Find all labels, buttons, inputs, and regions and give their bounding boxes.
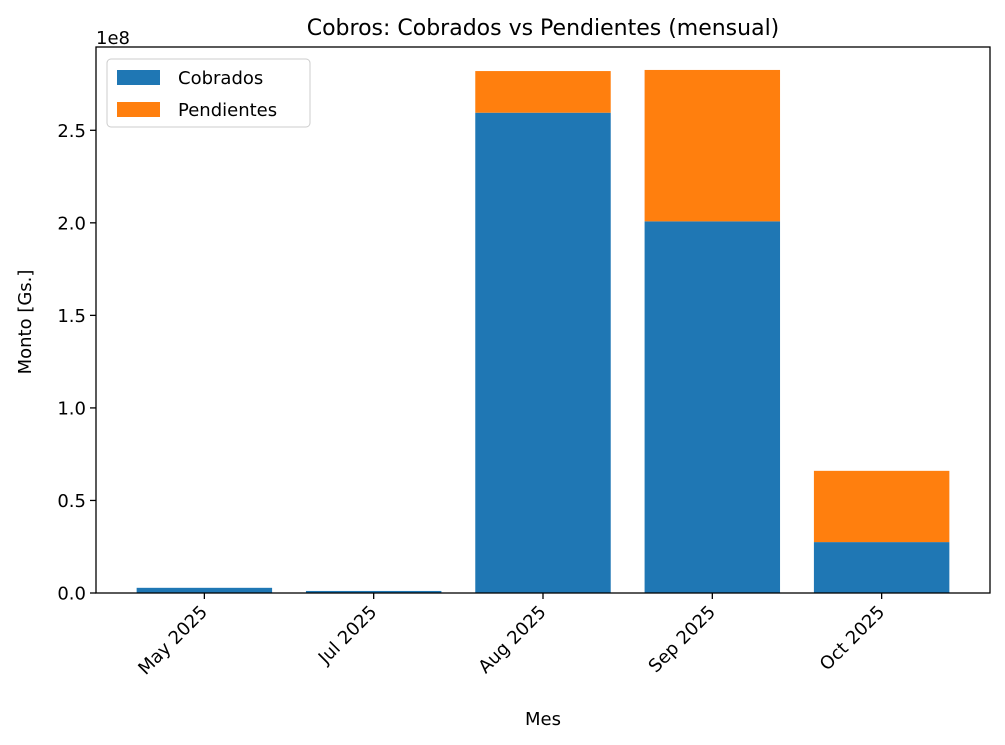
x-tick-label: Jul 2025 [314,602,381,669]
bar-cobrados-jul-2025 [305,590,442,593]
bar-cobrados-oct-2025 [813,542,950,593]
bar-pendientes-oct-2025 [813,470,950,543]
x-tick-label: May 2025 [134,602,212,680]
y-tick-label: 2.5 [57,121,86,142]
legend: Cobrados Pendientes [106,58,311,128]
bar-cobrados-aug-2025 [475,112,611,594]
y-axis-label: Monto [Gs.] [15,270,36,375]
bar-pendientes-sep-2025 [644,69,781,222]
bars-layer [136,69,950,594]
bar-cobrados-may-2025 [136,587,273,593]
legend-swatch-pendientes [117,102,160,117]
legend-label-pendientes: Pendientes [178,100,277,121]
y-tick-label: 0.5 [57,491,86,512]
y-tick-label: 0.0 [57,584,86,605]
y-tick-label: 2.0 [57,213,86,234]
legend-label-cobrados: Cobrados [178,68,263,89]
x-axis-label: Mes [525,709,561,730]
y-tick-label: 1.0 [57,398,86,419]
x-tick-label: Oct 2025 [816,602,889,675]
legend-swatch-cobrados [117,70,160,85]
bar-cobrados-sep-2025 [644,221,781,593]
chart-title: Cobros: Cobrados vs Pendientes (mensual) [307,16,780,41]
x-tick-label: Aug 2025 [474,602,550,678]
bar-pendientes-aug-2025 [475,71,611,113]
y-tick-label: 1.5 [57,306,86,327]
y-axis-offset-text: 1e8 [96,28,130,49]
x-tick-label: Sep 2025 [645,602,720,677]
